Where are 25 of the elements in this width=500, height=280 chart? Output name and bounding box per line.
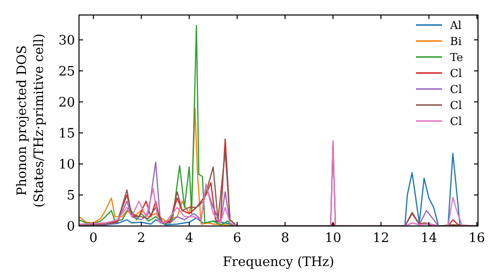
- x-tick-label: 6: [233, 231, 242, 246]
- x-tick-label: 4: [185, 231, 194, 246]
- y-tick-label: 0: [66, 220, 75, 234]
- y-tick-label: 30: [58, 33, 75, 48]
- x-tick-label: 12: [372, 231, 390, 246]
- legend-label: Cl: [450, 83, 462, 96]
- y-tick-label: 10: [58, 157, 75, 172]
- x-axis-title: Frequency (THz): [222, 255, 334, 270]
- legend-label: Cl: [450, 99, 462, 112]
- x-tick-label: 0: [89, 231, 98, 246]
- y-tick-label: 20: [58, 95, 75, 110]
- x-tick-label: 14: [420, 231, 438, 246]
- legend-label: Cl: [450, 67, 462, 80]
- x-tick-label: 10: [324, 231, 342, 246]
- legend-label: Al: [449, 19, 462, 32]
- y-tick-label: 25: [58, 64, 75, 80]
- x-tick-label: 8: [280, 231, 290, 246]
- y-axis-title: Phonon projected DOS (States/THz·primitive cell): [15, 33, 47, 208]
- y-tick-label: 5: [66, 188, 75, 204]
- legend-label: Te: [450, 51, 463, 64]
- y-tick-label: 15: [58, 126, 75, 142]
- x-tick-label: 2: [137, 231, 146, 246]
- legend-label: Bi: [450, 35, 462, 48]
- x-tick-label: 16: [468, 231, 486, 246]
- legend-label: Cl: [450, 115, 462, 128]
